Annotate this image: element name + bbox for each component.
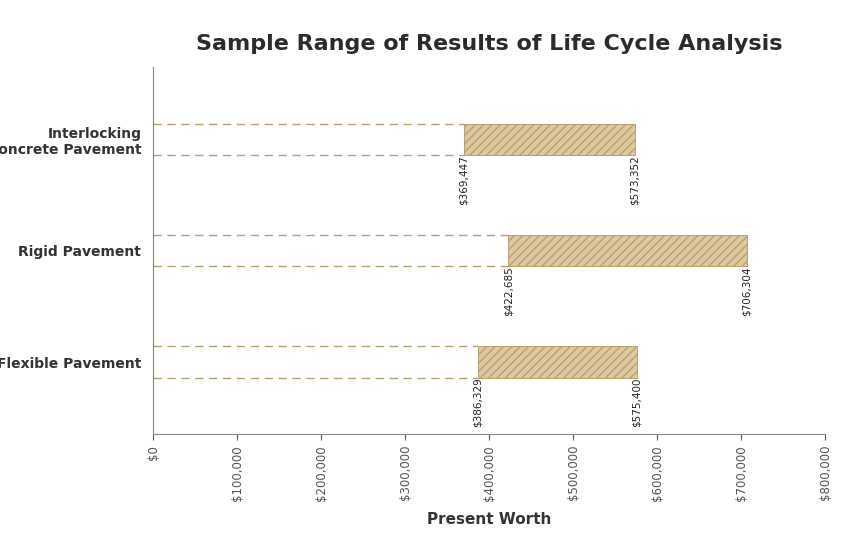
Text: $706,304: $706,304 — [742, 266, 751, 316]
Bar — [477, 346, 637, 378]
Text: $422,685: $422,685 — [504, 266, 513, 316]
Bar — [508, 235, 746, 266]
Bar — [464, 124, 635, 155]
Text: $575,400: $575,400 — [631, 378, 642, 427]
Text: $369,447: $369,447 — [459, 155, 469, 204]
Title: Sample Range of Results of Life Cycle Analysis: Sample Range of Results of Life Cycle An… — [196, 34, 783, 54]
X-axis label: Present Worth: Present Worth — [427, 512, 551, 526]
Text: $386,329: $386,329 — [473, 378, 483, 427]
Text: $573,352: $573,352 — [630, 155, 640, 204]
